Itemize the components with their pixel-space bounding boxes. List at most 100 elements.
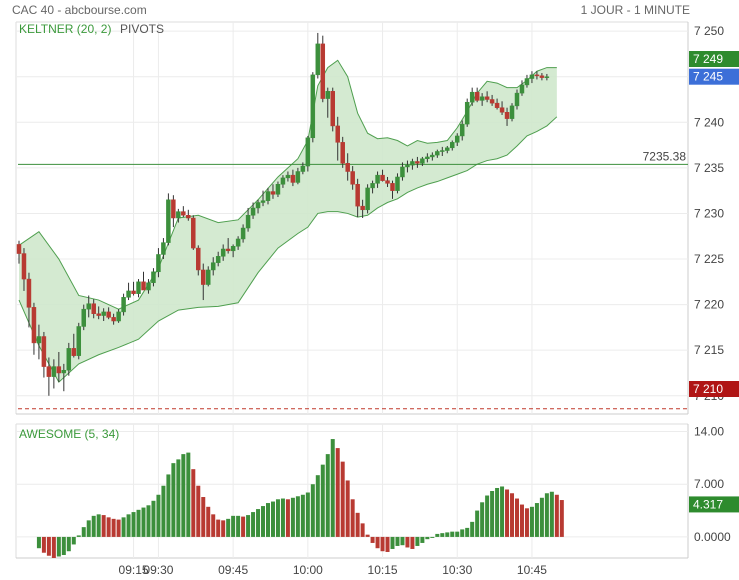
- candle-body: [260, 200, 266, 203]
- candle-body: [360, 205, 365, 211]
- candle-body: [519, 84, 525, 94]
- candle-body: [196, 247, 201, 271]
- candle-body: [400, 166, 405, 178]
- ao-bar: [405, 536, 410, 548]
- ao-bar: [315, 475, 320, 537]
- ao-bar: [295, 496, 300, 537]
- ao-bar: [365, 534, 370, 537]
- candle-body: [315, 43, 321, 76]
- candle-body: [425, 156, 430, 159]
- ao-bar: [529, 506, 534, 537]
- ao-bar: [310, 484, 315, 537]
- candle-body: [91, 303, 96, 314]
- ao-bar: [191, 469, 196, 537]
- candle-body: [141, 281, 146, 291]
- keltner-band: [19, 60, 557, 383]
- candle-body: [146, 282, 151, 291]
- timeframe-selector[interactable]: 1 JOUR - 1 MINUTE: [580, 3, 690, 17]
- price-tick-label: 7 230: [694, 206, 724, 220]
- candle-body: [161, 242, 166, 255]
- ao-bar: [56, 536, 61, 557]
- ao-tick-label: 7.000: [694, 477, 724, 491]
- ao-bar: [141, 507, 146, 537]
- ao-bar: [236, 515, 241, 537]
- ao-tick-label: 0.0000: [694, 530, 731, 544]
- ao-bar: [36, 536, 41, 549]
- ao-bar: [490, 491, 495, 537]
- candle-body: [46, 366, 52, 377]
- ao-bar: [171, 463, 176, 537]
- ao-bar: [455, 531, 460, 537]
- ao-bar: [280, 498, 285, 537]
- candle-body: [235, 238, 241, 247]
- candle-body: [31, 307, 37, 344]
- ao-bar: [256, 509, 261, 537]
- ao-bar: [101, 515, 106, 537]
- candle-body: [489, 99, 495, 104]
- candle-body: [474, 91, 480, 101]
- candle-body: [295, 171, 301, 183]
- time-tick-label: 09:15: [119, 563, 149, 577]
- ao-bar: [86, 520, 91, 537]
- time-tick-label: 10:45: [517, 563, 547, 577]
- candle-body: [445, 147, 450, 151]
- candle-body: [524, 78, 530, 86]
- ao-bar: [549, 491, 554, 537]
- ao-bar: [435, 533, 440, 537]
- pivots-indicator-label[interactable]: PIVOTS: [120, 22, 164, 36]
- ao-bar: [126, 514, 131, 537]
- candle-body: [509, 105, 515, 119]
- chart-title: CAC 40 - abcbourse.com: [12, 3, 147, 17]
- keltner-indicator-label[interactable]: KELTNER (20, 2): [19, 22, 111, 36]
- ao-bar: [51, 536, 56, 558]
- ao-bar: [285, 499, 290, 537]
- candle-body: [186, 215, 191, 219]
- ao-bar: [345, 480, 350, 537]
- candle-body: [405, 164, 410, 168]
- ao-bar: [440, 533, 445, 537]
- candle-body: [51, 366, 57, 377]
- ao-bar: [335, 448, 340, 537]
- candle-body: [534, 74, 540, 77]
- ao-bar: [500, 486, 505, 537]
- candle-body: [340, 142, 345, 164]
- candle-body: [56, 366, 62, 374]
- time-tick-label: 09:30: [143, 563, 173, 577]
- candle-body: [450, 142, 455, 149]
- ao-bar: [350, 499, 355, 537]
- ao-bar: [76, 535, 81, 537]
- price-tick-label: 7 235: [694, 161, 724, 175]
- candle-body: [16, 244, 22, 254]
- candle-body: [151, 271, 156, 283]
- candle-body: [479, 96, 485, 101]
- ao-bar: [400, 536, 405, 546]
- candle-body: [435, 151, 440, 156]
- ao-bar: [161, 485, 166, 537]
- candle-body: [136, 281, 141, 294]
- ao-bar: [300, 494, 305, 537]
- candle-body: [36, 336, 42, 344]
- candle-body: [305, 137, 311, 167]
- time-tick-label: 09:45: [218, 563, 248, 577]
- ao-bar: [305, 492, 310, 537]
- ao-bar: [151, 500, 156, 537]
- ao-value-badge: 4.317: [689, 496, 739, 513]
- ao-bar: [475, 510, 480, 537]
- ao-bar: [121, 517, 126, 537]
- ao-bar: [66, 536, 71, 552]
- awesome-indicator-label[interactable]: AWESOME (5, 34): [19, 427, 119, 441]
- candle-body: [370, 183, 375, 189]
- candlesticks: [16, 32, 550, 396]
- candle-body: [529, 74, 535, 79]
- candle-body: [275, 184, 281, 195]
- candle-body: [415, 161, 420, 164]
- ao-bar: [544, 493, 549, 537]
- ao-bar: [410, 536, 415, 549]
- ao-bar: [211, 514, 216, 537]
- ao-bar: [111, 518, 116, 537]
- price-panel: 7 250 7 245 7 240 7 235 7 230 7 225 7 220 7 215…: [15, 21, 739, 415]
- last-price-badge: 7 245: [689, 68, 739, 85]
- candle-body: [494, 102, 500, 108]
- ao-bar: [534, 503, 539, 537]
